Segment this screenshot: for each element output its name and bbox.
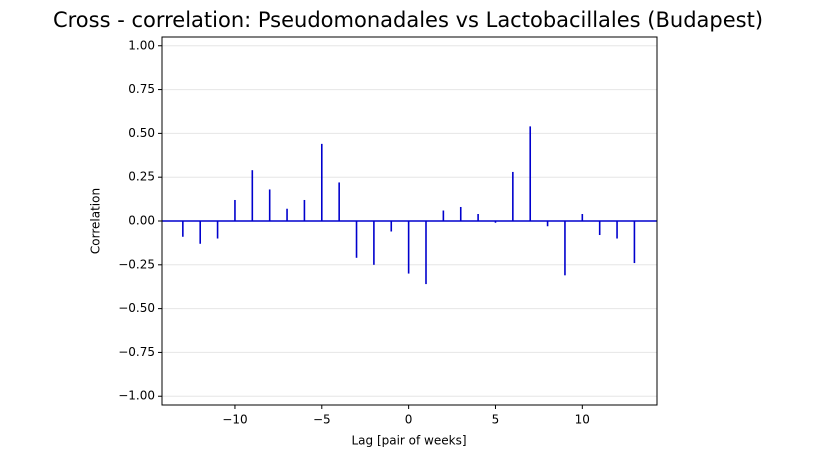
chart-title: Cross - correlation: Pseudomonadales vs … bbox=[53, 8, 763, 32]
y-tick-label: 0.25 bbox=[128, 170, 155, 184]
x-tick-label: 0 bbox=[405, 413, 413, 427]
y-tick-label: 1.00 bbox=[128, 38, 155, 52]
x-axis-label: Lag [pair of weeks] bbox=[351, 434, 466, 448]
y-tick-label: −0.75 bbox=[118, 345, 155, 359]
y-tick-label: −0.25 bbox=[118, 257, 155, 271]
y-tick-label: −1.00 bbox=[118, 389, 155, 403]
x-tick-label: 10 bbox=[575, 413, 590, 427]
x-tick-label: −5 bbox=[313, 413, 331, 427]
y-tick-label: −0.50 bbox=[118, 301, 155, 315]
x-tick-label: −10 bbox=[222, 413, 247, 427]
y-axis-label: Correlation bbox=[89, 188, 103, 254]
y-tick-label: 0.00 bbox=[128, 214, 155, 228]
y-tick-label: 0.50 bbox=[128, 126, 155, 140]
plot-frame bbox=[161, 36, 658, 406]
x-tick-label: 5 bbox=[492, 413, 500, 427]
y-tick-label: 0.75 bbox=[128, 82, 155, 96]
